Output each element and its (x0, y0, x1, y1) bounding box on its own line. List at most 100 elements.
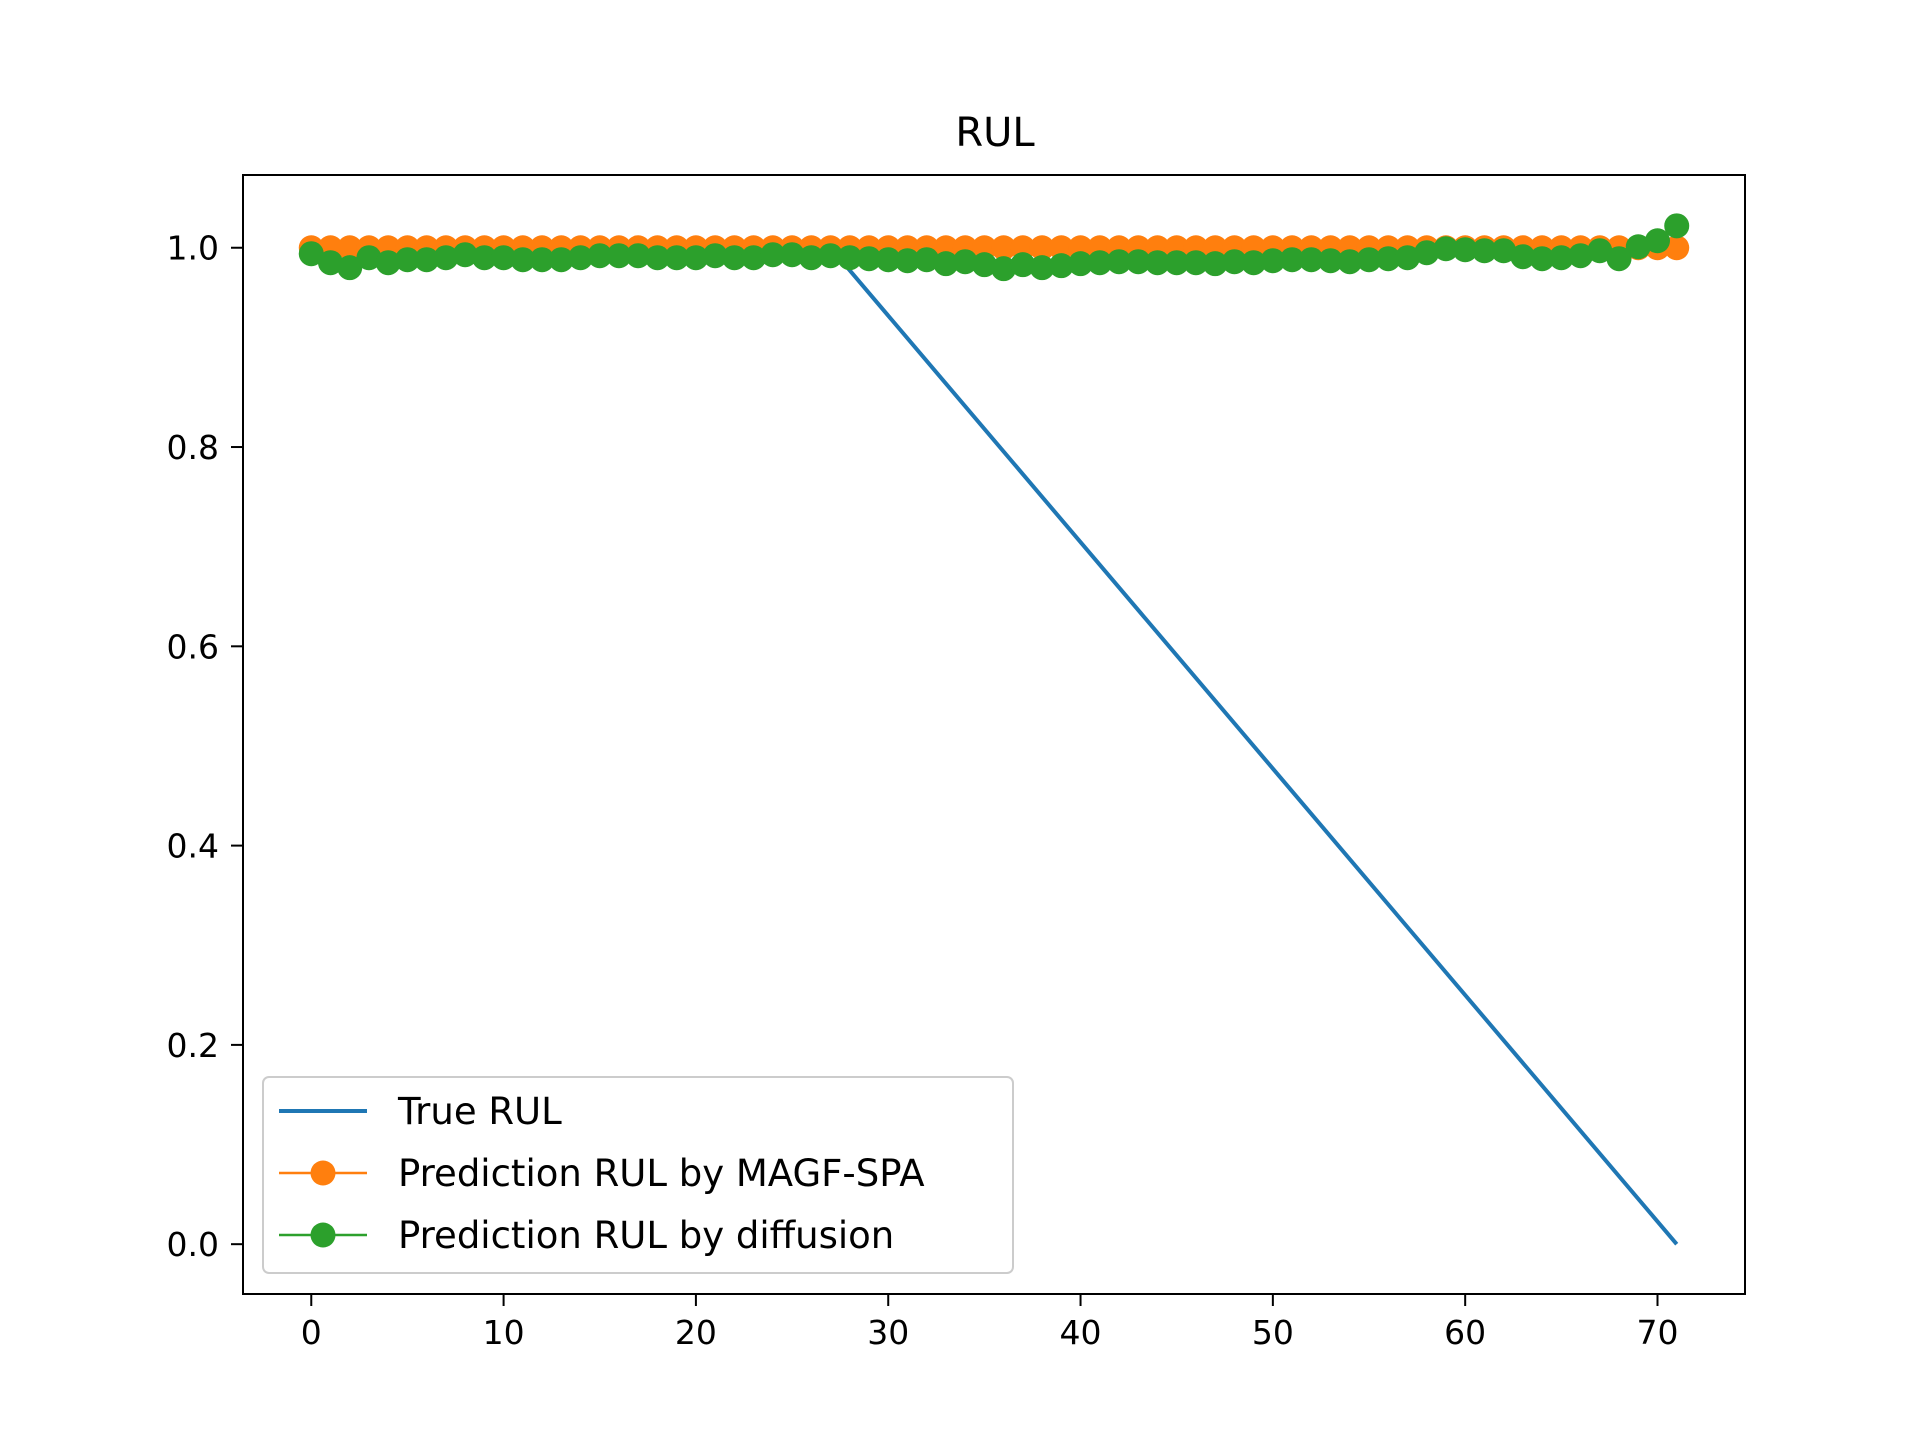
data-point (818, 243, 844, 269)
x-tick-label: 60 (1444, 1313, 1486, 1352)
data-point (1125, 249, 1151, 275)
axes: 0 10 20 30 40 50 60 70 0.0 0.2 0.4 0.6 0.8 1.0 (167, 174, 1746, 1352)
data-point (1068, 251, 1094, 277)
data-point (1183, 250, 1209, 276)
plot-area (298, 213, 1690, 1246)
data-point (798, 245, 824, 271)
data-point (1510, 244, 1536, 270)
data-point (1048, 253, 1074, 279)
data-point (1471, 238, 1497, 264)
data-point (721, 245, 747, 271)
data-point (1356, 247, 1382, 273)
data-point (1221, 249, 1247, 275)
data-point (664, 245, 690, 271)
data-point (337, 255, 363, 281)
data-point (452, 242, 478, 268)
data-point (702, 243, 728, 269)
legend-label: Prediction RUL by diffusion (398, 1214, 894, 1257)
data-point (1202, 251, 1228, 277)
data-point (1375, 246, 1401, 272)
y-tick-label: 0.0 (167, 1225, 219, 1264)
chart-title: RUL (955, 110, 1035, 156)
data-point (1164, 250, 1190, 276)
data-point (1318, 248, 1344, 274)
data-point (1029, 255, 1055, 281)
data-point (991, 235, 1017, 261)
data-point (1298, 247, 1324, 273)
data-point (760, 242, 786, 268)
legend-label: Prediction RUL by MAGF-SPA (398, 1152, 925, 1195)
y-tick-label: 0.8 (167, 428, 219, 467)
data-point (1625, 234, 1651, 260)
data-point (1529, 246, 1555, 272)
x-tick-label: 50 (1252, 1313, 1294, 1352)
data-point (1645, 228, 1670, 254)
y-tick-label: 0.6 (167, 627, 219, 666)
data-point (1414, 240, 1440, 266)
data-point (318, 250, 343, 276)
legend-swatch-marker (310, 1160, 336, 1186)
data-point (779, 242, 805, 268)
data-point (1029, 235, 1055, 261)
data-point (510, 247, 536, 273)
axes-frame (242, 174, 1746, 1295)
data-point (1087, 250, 1113, 276)
data-point (1664, 213, 1690, 239)
x-tick-label: 70 (1636, 1313, 1678, 1352)
data-point (1337, 249, 1363, 275)
data-point (837, 245, 863, 271)
legend-item-2: Prediction RUL by diffusion (279, 1214, 894, 1257)
legend-item-0: True RUL (279, 1090, 562, 1133)
data-point (625, 243, 651, 269)
data-point (1106, 249, 1132, 275)
data-point (394, 247, 420, 273)
legend: True RUL Prediction RUL by MAGF-SPA Predic… (262, 1076, 1014, 1274)
data-point (298, 241, 324, 267)
data-point (414, 247, 440, 273)
data-point (1048, 235, 1074, 261)
data-point (1452, 237, 1478, 263)
data-point (1010, 252, 1036, 278)
x-tick-label: 30 (867, 1313, 909, 1352)
legend-swatch-marker (310, 1222, 336, 1248)
data-point (914, 247, 940, 273)
data-point (471, 245, 497, 271)
x-tick-label: 0 (301, 1313, 322, 1352)
data-point (933, 251, 959, 277)
data-point (952, 249, 978, 275)
data-point (356, 245, 382, 271)
data-point (1664, 235, 1690, 261)
data-point (1433, 236, 1459, 262)
data-point (1606, 246, 1632, 272)
series-2 (298, 213, 1690, 282)
data-point (587, 243, 613, 269)
legend-box (262, 1076, 1014, 1274)
data-point (606, 243, 632, 269)
y-tick-label: 0.2 (167, 1026, 219, 1065)
x-tick-label: 20 (675, 1313, 717, 1352)
data-point (741, 245, 767, 271)
data-point (894, 248, 920, 274)
data-point (991, 256, 1017, 282)
data-point (1548, 245, 1574, 271)
x-tick-label: 40 (1060, 1313, 1102, 1352)
data-point (1260, 248, 1286, 274)
data-point (1491, 238, 1517, 264)
data-point (875, 247, 901, 273)
data-point (491, 245, 517, 271)
data-point (433, 245, 459, 271)
data-point (548, 247, 574, 273)
data-point (971, 252, 997, 278)
data-point (568, 245, 594, 271)
legend-item-1: Prediction RUL by MAGF-SPA (279, 1152, 925, 1195)
data-point (375, 250, 401, 276)
data-point (856, 246, 882, 272)
data-point (1587, 238, 1613, 264)
y-tick-label: 0.4 (167, 827, 219, 866)
legend-label: True RUL (397, 1090, 562, 1133)
data-point (1568, 243, 1594, 269)
data-point (1144, 250, 1170, 276)
data-point (1394, 245, 1420, 271)
